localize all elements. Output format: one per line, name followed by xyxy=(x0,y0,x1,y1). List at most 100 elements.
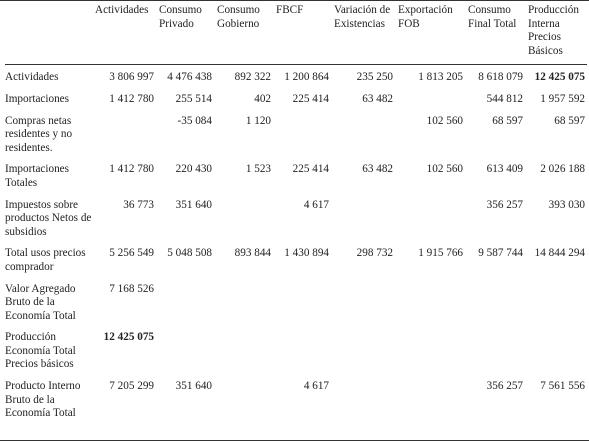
table-cell: 351 640 xyxy=(175,198,212,211)
table-cell xyxy=(214,277,273,326)
table-cell xyxy=(525,325,587,374)
table-cell: 1 523 xyxy=(245,163,271,176)
table-cell: 1 915 766 xyxy=(418,247,463,260)
table-row: Importaciones Totales 1 412 780 220 430 … xyxy=(5,157,587,192)
table-cell: 7 168 526 xyxy=(109,282,154,295)
table-cell xyxy=(156,325,214,374)
table-cell: 1 813 205 xyxy=(418,71,463,84)
table-cell xyxy=(465,325,525,374)
table-cell: 8 618 079 xyxy=(478,71,523,84)
table-cell: 402 xyxy=(254,92,271,105)
row-label: Actividades xyxy=(5,71,59,84)
table-cell: 351 640 xyxy=(175,380,212,393)
column-header-variacion-existencias: Variación de Existencias xyxy=(331,4,395,66)
table-cell: 14 844 294 xyxy=(534,247,585,260)
table-cell xyxy=(156,277,214,326)
table-cell: 613 409 xyxy=(486,163,523,176)
table-header-row: Actividades Consumo Privado Consumo Gobi… xyxy=(5,4,587,66)
table-cell: 1 200 864 xyxy=(284,71,329,84)
table-row: Actividades 3 806 997 4 476 438 892 322 … xyxy=(5,65,587,87)
table-cell: 298 732 xyxy=(356,247,393,260)
table-cell: 1 120 xyxy=(245,114,271,127)
table-cell: 12 425 075 xyxy=(534,71,585,84)
table-row: Producción Economía Total Precios básico… xyxy=(5,325,587,374)
row-label: Compras netas residentes y no residentes… xyxy=(5,114,73,154)
row-label: Importaciones Totales xyxy=(5,163,69,189)
table-cell: 9 587 744 xyxy=(478,247,523,260)
table-cell: 356 257 xyxy=(486,198,523,211)
table-cell xyxy=(214,193,273,242)
table-cell: 1 412 780 xyxy=(109,92,154,105)
column-header-consumo-privado: Consumo Privado xyxy=(156,4,214,66)
table-cell xyxy=(331,374,395,423)
column-header-consumo-final-total: Consumo Final Total xyxy=(465,4,525,66)
table-row: Compras netas residentes y no residentes… xyxy=(5,109,587,158)
table-cell: 544 812 xyxy=(486,92,523,105)
table-cell xyxy=(395,193,465,242)
row-label: Impuestos sobre productos Netos de subsi… xyxy=(5,198,92,238)
table-cell xyxy=(331,325,395,374)
column-header-consumo-gobierno: Consumo Gobierno xyxy=(214,4,273,66)
table-cell: 1 430 894 xyxy=(284,247,329,260)
table-cell: 1 957 592 xyxy=(540,92,585,105)
column-header-fbcf: FBCF xyxy=(273,4,331,66)
column-header-exportacion-fob: Exportación FOB xyxy=(395,4,465,66)
table-cell xyxy=(331,277,395,326)
table-cell: 63 482 xyxy=(362,92,393,105)
table-row: Total usos precios comprador 5 256 549 5… xyxy=(5,241,587,276)
row-label: Valor Agregado Bruto de la Economía Tota… xyxy=(5,282,76,322)
table-cell xyxy=(214,374,273,423)
table-cell: 225 414 xyxy=(292,92,329,105)
table-cell: 4 476 438 xyxy=(167,71,212,84)
table-row: Impuestos sobre productos Netos de subsi… xyxy=(5,193,587,242)
table-cell: 63 482 xyxy=(362,163,393,176)
table-cell: 5 256 549 xyxy=(109,247,154,260)
table-cell: 7 205 299 xyxy=(109,380,154,393)
table-cell xyxy=(273,109,331,158)
table-cell xyxy=(395,277,465,326)
table-cell: 2 026 188 xyxy=(540,163,585,176)
table-cell: 393 030 xyxy=(548,198,585,211)
table-cell xyxy=(273,325,331,374)
table-cell: 4 617 xyxy=(303,380,329,393)
table-cell: 5 048 508 xyxy=(167,247,212,260)
table-row: Importaciones 1 412 780 255 514 402 225 … xyxy=(5,87,587,109)
table-cell: 102 560 xyxy=(426,114,463,127)
column-header-produccion-interna: Producción Interna Precios Básicos xyxy=(525,4,587,66)
table-cell: 356 257 xyxy=(486,380,523,393)
table-cell xyxy=(395,374,465,423)
table-cell: 68 597 xyxy=(554,114,585,127)
column-header-empty xyxy=(5,4,92,66)
table-cell: 3 806 997 xyxy=(109,71,154,84)
table-cell: 68 597 xyxy=(492,114,523,127)
table-cell: 12 425 075 xyxy=(103,331,154,344)
table-cell xyxy=(273,277,331,326)
table-cell xyxy=(465,277,525,326)
table-cell: 893 844 xyxy=(234,247,271,260)
table-cell: -35 084 xyxy=(177,114,213,127)
table-cell xyxy=(92,109,156,158)
table-row: Valor Agregado Bruto de la Economía Tota… xyxy=(5,277,587,326)
row-label: Producción Economía Total Precios básico… xyxy=(5,331,76,371)
table-cell: 220 430 xyxy=(175,163,212,176)
table-cell: 225 414 xyxy=(292,163,329,176)
table-cell: 235 250 xyxy=(356,71,393,84)
table-cell: 4 617 xyxy=(303,198,329,211)
table-row: Producto Interno Bruto de la Economía To… xyxy=(5,374,587,423)
table-cell: 892 322 xyxy=(234,71,271,84)
row-label: Total usos precios comprador xyxy=(5,247,86,273)
table-cell: 1 412 780 xyxy=(109,163,154,176)
accounts-table: Actividades Consumo Privado Consumo Gobi… xyxy=(5,4,587,423)
column-header-actividades: Actividades xyxy=(92,4,156,66)
table-cell: 7 561 556 xyxy=(540,380,585,393)
table-cell xyxy=(395,325,465,374)
table-cell xyxy=(525,277,587,326)
row-label: Producto Interno Bruto de la Economía To… xyxy=(5,380,81,420)
table-cell xyxy=(214,325,273,374)
table-cell: 102 560 xyxy=(426,163,463,176)
table-cell xyxy=(395,87,465,109)
table-cell: 36 773 xyxy=(123,198,154,211)
table-cell xyxy=(331,109,395,158)
